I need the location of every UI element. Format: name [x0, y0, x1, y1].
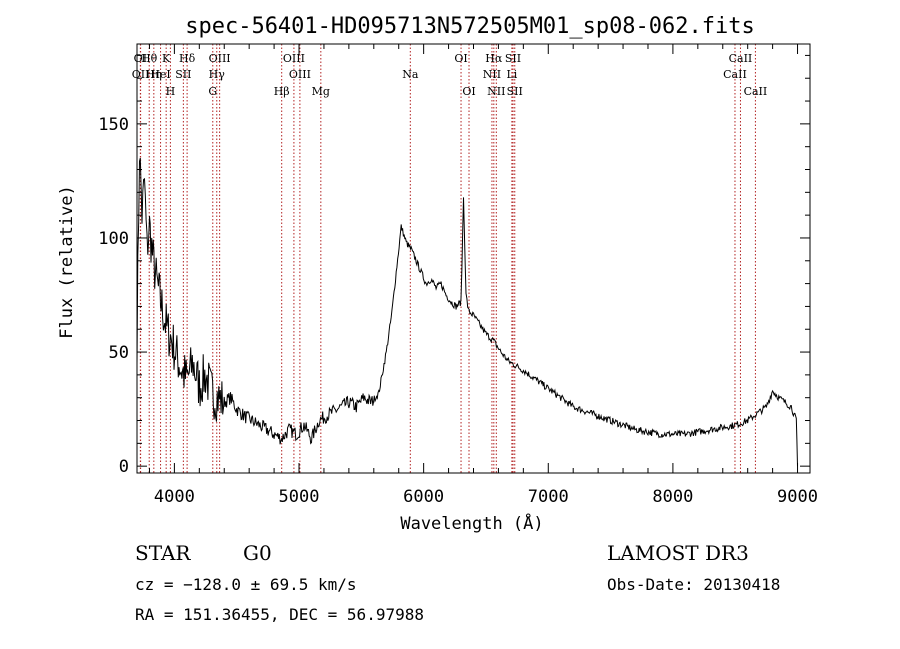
line-marker-label: OI — [462, 85, 475, 98]
line-marker-label: CaII — [729, 52, 753, 65]
line-marker-label: OI — [134, 52, 147, 65]
line-marker-label: OIII — [209, 52, 231, 65]
line-marker-label: CaII — [744, 85, 768, 98]
x-axis-label: Wavelength (Å) — [400, 512, 543, 534]
y-tick-label: 50 — [109, 343, 129, 363]
line-marker-label: NII — [483, 68, 501, 81]
line-marker-label: Hθ — [141, 52, 158, 65]
y-tick-label: 100 — [98, 229, 129, 249]
line-marker-label: SII — [507, 85, 523, 98]
line-marker-label: Hγ — [209, 68, 226, 81]
line-marker-label: Hβ — [274, 85, 290, 98]
line-marker-label: Hδ — [179, 52, 196, 65]
x-tick-label: 9000 — [777, 487, 818, 507]
x-axis-ticks: 4000 5000 6000 7000 8000 9000 — [148, 44, 818, 507]
line-marker-label: OII — [132, 68, 150, 81]
y-axis-label: Flux (relative) — [57, 185, 77, 339]
y-tick-label: 150 — [98, 115, 129, 135]
line-marker-label: CaII — [723, 68, 747, 81]
x-tick-label: 7000 — [528, 487, 569, 507]
redshift-velocity: cz = −128.0 ± 69.5 km/s — [135, 575, 357, 594]
x-tick-label: 8000 — [652, 487, 693, 507]
line-marker-label: OI — [454, 52, 467, 65]
x-tick-label: 4000 — [154, 487, 195, 507]
survey-name: LAMOST DR3 — [607, 541, 749, 565]
line-marker-label: OIII — [289, 68, 311, 81]
line-marker-label: Hη — [146, 68, 162, 81]
line-marker-label: Mg — [312, 85, 330, 98]
coordinates: RA = 151.36455, DEC = 56.97988 — [135, 605, 424, 624]
x-tick-label: 5000 — [279, 487, 320, 507]
line-marker-label: G — [208, 85, 217, 98]
object-class: STAR — [135, 541, 191, 565]
line-marker-label: NII — [487, 85, 505, 98]
line-marker-label: H — [166, 85, 176, 98]
line-marker-label: SII — [505, 52, 521, 65]
line-marker-label: Na — [402, 68, 419, 81]
observation-date: Obs-Date: 20130418 — [607, 575, 780, 594]
flux-series-line — [136, 157, 798, 467]
line-marker-label: SII — [175, 68, 191, 81]
object-subclass: G0 — [243, 541, 272, 565]
x-tick-label: 6000 — [403, 487, 444, 507]
line-marker-label: Li — [506, 68, 517, 81]
line-marker-label: OIII — [283, 52, 305, 65]
emission-line-markers — [139, 44, 756, 473]
y-axis-ticks: 0 50 100 150 — [98, 54, 810, 477]
line-marker-label: K — [162, 52, 171, 65]
chart-title: spec-56401-HD095713N572505M01_sp08-062.f… — [185, 14, 755, 39]
y-tick-label: 0 — [119, 457, 129, 477]
line-marker-label: HeI — [150, 68, 170, 81]
line-marker-label: Hα — [485, 52, 503, 65]
